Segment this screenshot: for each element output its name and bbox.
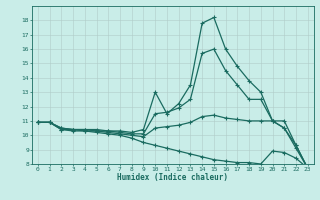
X-axis label: Humidex (Indice chaleur): Humidex (Indice chaleur) (117, 173, 228, 182)
